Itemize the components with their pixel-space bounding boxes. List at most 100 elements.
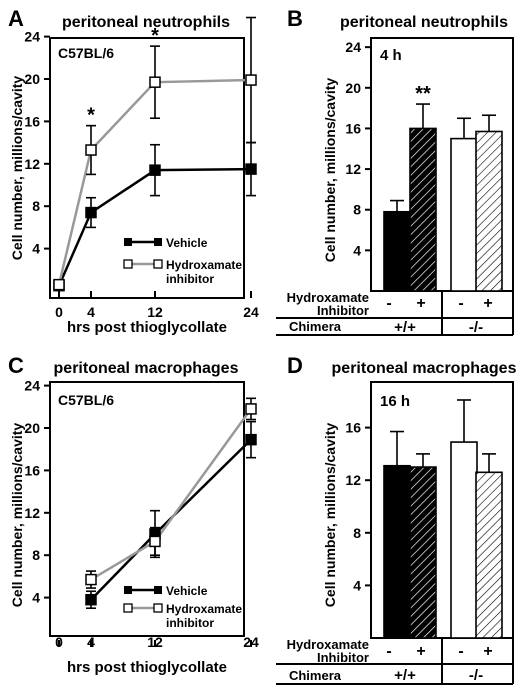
panel-letter: D <box>287 353 303 378</box>
x-ticks: 0 4 12 24 <box>55 291 259 320</box>
x-tick-label: 24 <box>243 634 259 650</box>
condition-table: Hydroxamate Inhibitor Chimera - + - + +/… <box>276 637 514 685</box>
timepoint-label: 16 h <box>380 393 410 410</box>
panel-a: A peritoneal neutrophils C57BL/6 Cell nu… <box>8 6 259 336</box>
data-point-inhibitor <box>53 278 65 291</box>
inhibitor-plus: + <box>483 643 492 660</box>
genotype-ko: -/- <box>469 667 483 684</box>
y-tick-label: 8 <box>32 198 40 214</box>
bar <box>409 127 437 292</box>
inhibitor-minus: - <box>458 295 463 312</box>
row-label-chimera: Chimera <box>289 319 342 334</box>
legend-vehicle-label: Vehicle <box>166 236 208 250</box>
inhibitor-minus: - <box>458 643 463 660</box>
genotype-wt: +/+ <box>394 319 416 336</box>
plot-area: ** <box>383 83 503 292</box>
condition-table: Hydroxamate Inhibitor Chimera - + - + +/… <box>276 290 514 336</box>
legend-inhibitor-marker <box>153 259 163 269</box>
panel-title: peritoneal macrophages <box>54 360 239 377</box>
data-point-inhibitor <box>85 144 97 156</box>
panel-c: C peritoneal macrophages C57BL/6 Cell nu… <box>8 353 259 676</box>
series-line-inhibitor <box>57 78 252 285</box>
y-tick-label: 20 <box>345 80 361 96</box>
bar <box>450 441 478 639</box>
series-line-vehicle <box>57 167 252 287</box>
plot-area: ** <box>53 16 257 292</box>
panel-title: peritoneal neutrophils <box>340 14 508 31</box>
inhibitor-plus: + <box>416 295 425 312</box>
y-tick-label: 16 <box>24 113 40 129</box>
y-tick-label: 20 <box>24 420 40 436</box>
legend: Vehicle Hydroxamate inhibitor <box>123 584 242 630</box>
data-point-inhibitor <box>245 74 257 86</box>
timepoint-label: 4 h <box>380 47 402 64</box>
data-point-inhibitor <box>245 403 257 415</box>
legend-inhibitor-marker <box>153 603 163 613</box>
x-axis-title: hrs post thioglycollate <box>67 319 227 336</box>
row-label-inhibitor: Hydroxamate <box>287 290 369 305</box>
x-tick-label: 0 <box>55 304 63 320</box>
data-point-inhibitor <box>149 76 161 88</box>
panel-title: peritoneal macrophages <box>332 360 517 377</box>
data-point-vehicle <box>245 433 257 446</box>
significance-label: * <box>151 25 159 47</box>
series-line-inhibitor <box>90 408 253 581</box>
x-tick-label: 12 <box>147 634 163 650</box>
y-tick-label: 24 <box>24 29 40 45</box>
y-tick-label: 24 <box>345 39 361 55</box>
y-tick-label: 4 <box>353 577 361 593</box>
y-tick-label: 12 <box>24 505 40 521</box>
legend-vehicle-marker <box>154 238 162 246</box>
data-point-vehicle <box>245 163 257 175</box>
row-label-inhibitor: Hydroxamate <box>287 637 369 652</box>
data-point-inhibitor <box>149 535 161 548</box>
genotype-ko: -/- <box>469 319 483 336</box>
data-point-vehicle <box>85 593 97 606</box>
data-point-vehicle <box>149 164 161 176</box>
row-label-inhibitor-2: Inhibitor <box>317 650 369 665</box>
y-axis-title: Cell number, millions/cavity <box>322 78 338 263</box>
data-point-inhibitor <box>85 573 97 586</box>
y-tick-label: 4 <box>32 590 40 606</box>
strain-label: C57BL/6 <box>58 392 114 408</box>
x-tick-label: 24 <box>243 304 259 320</box>
panel-letter: A <box>8 6 24 31</box>
x-tick-label: 0 <box>55 634 63 650</box>
y-tick-label: 12 <box>345 472 361 488</box>
inhibitor-plus: + <box>416 643 425 660</box>
y-tick-label: 16 <box>24 462 40 478</box>
bar <box>409 466 437 639</box>
panel-title: peritoneal neutrophils <box>62 14 230 31</box>
legend-inhibitor-label: Hydroxamate <box>166 258 242 272</box>
plot-area <box>383 399 503 639</box>
inhibitor-minus: - <box>386 295 391 312</box>
panel-letter: C <box>8 353 24 378</box>
legend-vehicle-marker <box>154 586 162 594</box>
y-axis-title: Cell number, millions/cavity <box>9 76 25 261</box>
panel-letter: B <box>287 6 303 31</box>
genotype-wt: +/+ <box>394 667 416 684</box>
x-tick-label: 4 <box>87 304 95 320</box>
row-label-inhibitor-2: Inhibitor <box>317 303 369 318</box>
legend-vehicle-marker <box>124 238 132 246</box>
significance-label: ** <box>415 83 431 105</box>
significance-label: * <box>87 105 95 127</box>
data-point-vehicle <box>85 206 97 219</box>
y-tick-label: 4 <box>32 241 40 257</box>
y-axis-title: Cell number, millions/cavity <box>9 423 25 608</box>
legend-inhibitor-label-2: inhibitor <box>166 272 214 286</box>
inhibitor-plus: + <box>483 295 492 312</box>
legend-inhibitor-marker <box>123 603 133 613</box>
y-tick-label: 12 <box>345 161 361 177</box>
y-ticks: 4 8 12 16 20 24 <box>345 39 371 258</box>
legend-inhibitor-marker <box>123 259 133 269</box>
y-ticks: 4 8 12 16 20 24 <box>24 29 50 257</box>
y-tick-label: 8 <box>353 202 361 218</box>
x-ticks: 0 4 12 24 <box>55 634 259 650</box>
y-axis-title: Cell number, millions/cavity <box>322 423 338 608</box>
bar <box>450 137 478 292</box>
bar <box>383 210 411 292</box>
row-label-chimera: Chimera <box>289 668 342 683</box>
y-ticks: 4 8 12 16 <box>345 420 371 593</box>
y-tick-label: 4 <box>353 242 361 258</box>
